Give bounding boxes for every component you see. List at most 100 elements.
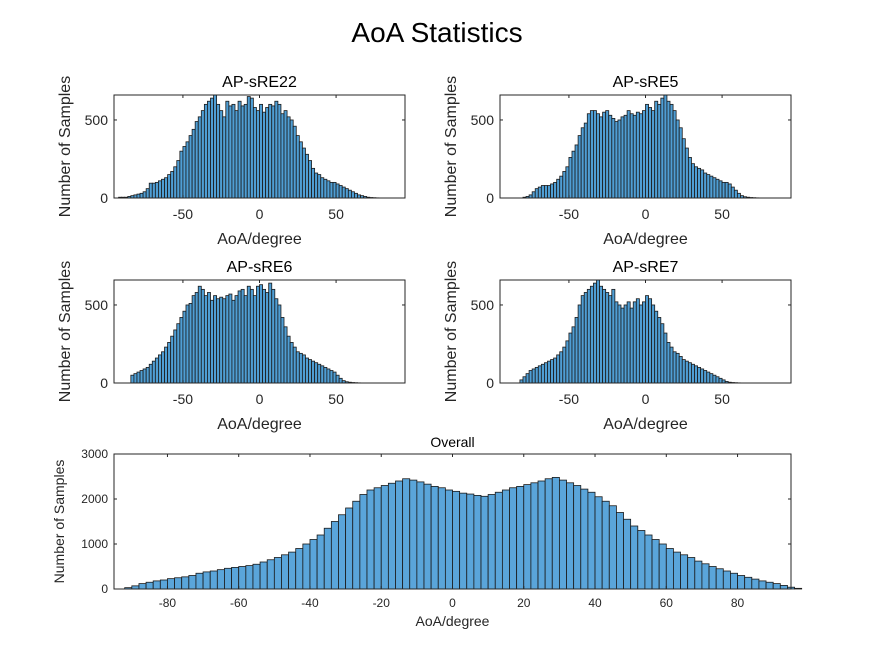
histogram-bar <box>669 103 674 199</box>
histogram-bar <box>249 97 254 199</box>
histogram-bar <box>537 365 542 384</box>
histogram-bar <box>540 363 545 384</box>
x-axis-label: AoA/degree <box>603 231 688 248</box>
histogram-bar <box>559 351 564 384</box>
histogram-bar <box>341 186 346 199</box>
histogram-bar <box>200 110 205 199</box>
histogram-bar <box>703 370 708 384</box>
histogram-bar <box>395 480 404 590</box>
x-tick-label: -50 <box>173 206 193 222</box>
histogram-bar <box>252 563 261 590</box>
x-tick-label: -60 <box>230 596 248 610</box>
histogram-bar <box>605 292 610 384</box>
histogram-bar <box>259 284 263 384</box>
histogram-bar <box>136 371 141 384</box>
histogram-bar <box>444 489 453 590</box>
histogram-bar <box>736 192 741 199</box>
histogram-bar <box>145 366 150 384</box>
histogram-bar <box>534 366 539 384</box>
histogram-bar <box>709 373 714 384</box>
histogram-bar <box>715 568 724 590</box>
histogram-bar <box>632 114 637 199</box>
histogram-bar <box>602 111 607 199</box>
histogram-bar <box>309 539 318 590</box>
histogram-bar <box>673 551 681 590</box>
histogram-bar <box>680 554 689 590</box>
histogram-bar <box>139 192 144 199</box>
histogram-bar <box>553 357 558 384</box>
histogram-bar <box>252 295 257 384</box>
histogram-bar <box>246 96 251 199</box>
histogram-bar <box>148 363 153 384</box>
histogram-bar <box>243 103 248 199</box>
histogram-bar <box>715 178 720 199</box>
histogram-bar <box>213 94 218 199</box>
histogram-bar <box>629 113 634 199</box>
histogram-bar <box>580 127 585 199</box>
histogram-bar <box>751 578 760 590</box>
histogram-bar <box>706 174 711 199</box>
histogram-bar <box>525 373 530 384</box>
histogram-bar <box>302 543 311 590</box>
x-tick-label: -50 <box>559 206 579 222</box>
histogram-bar <box>136 193 141 199</box>
histogram-bar <box>329 181 334 199</box>
histogram-bar <box>281 554 290 590</box>
x-tick-label: 0 <box>449 596 456 610</box>
histogram-bar <box>268 103 273 199</box>
histogram-bar <box>703 172 708 199</box>
histogram-bar <box>687 362 692 384</box>
histogram-bar <box>265 107 270 199</box>
histogram-bar <box>523 484 532 590</box>
histogram-bar <box>295 548 304 590</box>
histogram-bar <box>243 295 248 384</box>
histogram-bar <box>274 298 279 384</box>
histogram-bar <box>231 103 236 199</box>
histogram-bar <box>566 482 575 590</box>
histogram-bar <box>480 495 489 590</box>
histogram-bar <box>216 103 221 199</box>
histogram-bar <box>158 354 162 384</box>
histogram-bar <box>194 121 199 199</box>
histogram-bar <box>142 368 147 384</box>
histogram-bar <box>678 127 683 199</box>
histogram-bar <box>577 304 582 384</box>
histogram-bar <box>320 177 325 199</box>
histogram-bar <box>145 581 154 590</box>
histogram-bar <box>216 569 225 590</box>
histogram-bar <box>409 479 418 590</box>
histogram-bar <box>176 160 181 199</box>
histogram-bar <box>416 481 425 590</box>
histogram-bar <box>501 489 510 590</box>
histogram-bar <box>666 342 671 384</box>
histogram-bar <box>681 359 686 384</box>
histogram-bar <box>295 351 300 384</box>
histogram-bar <box>191 128 196 199</box>
histogram-bar <box>234 295 239 384</box>
histogram-bar <box>530 482 539 590</box>
histogram-bar <box>687 557 696 590</box>
histogram-bar <box>207 292 211 384</box>
histogram-bar <box>301 354 306 384</box>
x-tick-label: -40 <box>301 596 319 610</box>
histogram-bar <box>283 110 288 199</box>
histogram-bar <box>133 373 138 384</box>
histogram-bar <box>142 191 147 199</box>
histogram-bar <box>626 301 631 384</box>
histogram-bar <box>537 480 546 590</box>
x-tick-label: 40 <box>588 596 602 610</box>
y-axis-label: Number of Samples <box>57 76 74 217</box>
histogram-bar <box>203 295 208 384</box>
histogram-bar <box>222 116 227 199</box>
histogram-bar <box>559 175 564 199</box>
histogram-bar <box>305 357 309 384</box>
histogram-bar <box>225 295 230 384</box>
histogram-bar <box>601 500 610 590</box>
histogram-bar <box>352 500 361 590</box>
histogram-bar <box>616 512 624 590</box>
histogram-bar <box>216 298 221 384</box>
histogram-bar <box>556 354 561 384</box>
histogram-bar <box>687 157 692 199</box>
histogram-bar <box>701 563 710 590</box>
